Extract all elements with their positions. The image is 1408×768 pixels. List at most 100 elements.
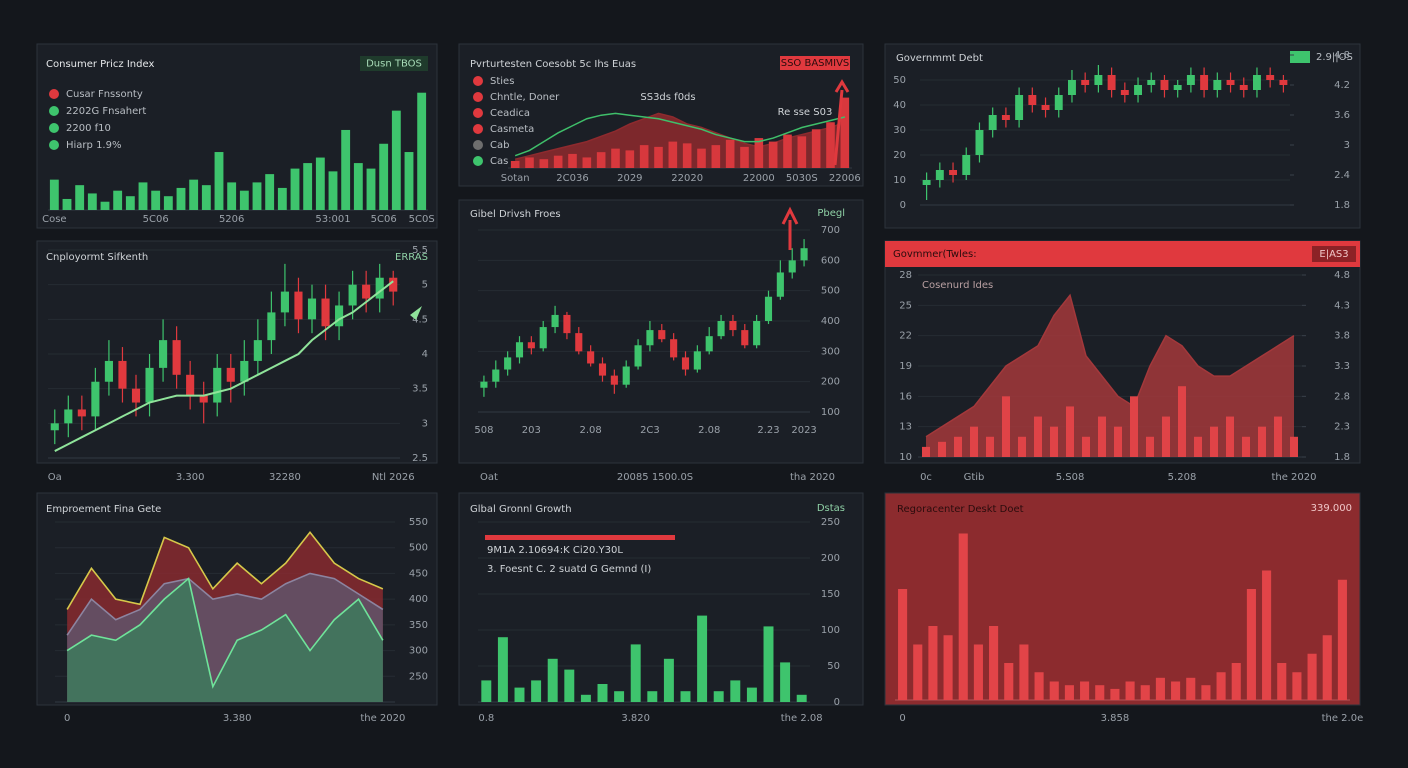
badge-label: SSO BASMIVS [781, 58, 850, 69]
candle-body [1107, 75, 1116, 90]
bar [913, 644, 923, 700]
y-tick-label: 20 [893, 150, 906, 161]
candle-body [1120, 90, 1129, 95]
legend-dot [49, 123, 59, 133]
bar [970, 426, 978, 457]
candle-body [670, 339, 678, 358]
bar [1290, 436, 1298, 457]
bar [252, 182, 262, 210]
candle-body [504, 357, 512, 370]
area-line [925, 293, 1295, 438]
y2-tick-label: 1.8 [1334, 452, 1350, 463]
candle-body [172, 340, 181, 375]
bar [404, 152, 414, 210]
x-tick-label: 53:001 [315, 214, 350, 225]
bar [1216, 672, 1226, 700]
y-tick-label: 16 [899, 391, 912, 402]
y-tick-label: 30 [893, 125, 906, 136]
legend-label: Cas [490, 156, 508, 167]
bar [1049, 681, 1059, 700]
bar [239, 190, 249, 210]
bar [189, 179, 199, 210]
bar [1258, 426, 1266, 457]
panel-title: Cnployormt Sifkenth [46, 252, 148, 263]
candle-body [389, 277, 398, 292]
candle-body [1239, 85, 1248, 90]
candle-body [634, 345, 642, 367]
candle-body [199, 395, 208, 403]
candle-body [91, 381, 100, 417]
bar [754, 138, 764, 168]
bar [668, 141, 678, 168]
candle-body [1028, 95, 1037, 105]
bar [379, 143, 389, 210]
candle-body [375, 277, 384, 299]
bar [1171, 681, 1181, 700]
badge-label: E|AS3 [1319, 249, 1348, 260]
y-tick-label: 400 [409, 594, 428, 605]
bar [680, 691, 691, 702]
bar [568, 153, 577, 168]
y-tick-label: 2.5 [412, 453, 428, 464]
y2-tick-label: 4.2 [1334, 80, 1350, 91]
x-tick-label: the 2.0e [1322, 713, 1364, 724]
y-tick-label: 0 [834, 697, 840, 708]
y-tick-label: 150 [821, 589, 840, 600]
annotation: Cosenurd Ides [922, 280, 993, 291]
bar [417, 92, 427, 210]
legend-dot [473, 76, 483, 86]
x-tick-label: Sotan [501, 173, 530, 184]
bar [725, 139, 735, 168]
bar [625, 150, 635, 168]
candle-body [1094, 75, 1103, 85]
x-tick-label: 0c [920, 472, 932, 483]
y-tick-label: 19 [899, 361, 912, 372]
x-tick-label: 5206 [219, 214, 244, 225]
candle-body [788, 260, 796, 273]
bar [1050, 426, 1058, 457]
bar [611, 148, 620, 168]
bar [539, 159, 549, 168]
candle-body [1041, 105, 1050, 110]
legend-dot [473, 108, 483, 118]
y-tick-label: 10 [893, 175, 906, 186]
candle-body [741, 330, 749, 346]
bar [647, 691, 658, 702]
bar [1146, 436, 1154, 457]
x-tick-label: 2C036 [556, 173, 588, 184]
bar [1125, 681, 1135, 700]
bar [113, 190, 123, 210]
x-tick-label: 5.S08 [1056, 472, 1085, 483]
y2-tick-label: 2.3 [1334, 422, 1350, 433]
bar [1114, 426, 1122, 457]
bar [768, 141, 778, 168]
bar [303, 163, 313, 210]
bar [928, 626, 938, 700]
y-tick-label: 400 [821, 316, 840, 327]
x-tick-label: 2.08 [580, 425, 602, 436]
bar [214, 152, 224, 210]
candle-body [335, 305, 344, 327]
candle-body [1068, 80, 1076, 95]
candle-body [118, 360, 127, 389]
candle-body [159, 340, 168, 368]
bar [1337, 579, 1347, 700]
bar [954, 436, 962, 457]
candle-body [104, 360, 113, 382]
candle-body [610, 375, 618, 385]
legend-label: 2200 f10 [66, 123, 111, 134]
legend-dot [473, 156, 483, 166]
panel [458, 492, 864, 706]
bar [328, 171, 338, 210]
candle-body [267, 312, 276, 341]
progress-bar [485, 535, 675, 540]
y-tick-label: 100 [821, 625, 840, 636]
bar [973, 644, 983, 700]
bar [151, 190, 161, 210]
badge-label: Dstas [817, 503, 845, 514]
legend-label: Cusar Fnssonty [66, 89, 143, 100]
candle-body [575, 333, 583, 352]
legend-dot [49, 140, 59, 150]
bar [1274, 416, 1282, 457]
candle-body [962, 155, 971, 175]
